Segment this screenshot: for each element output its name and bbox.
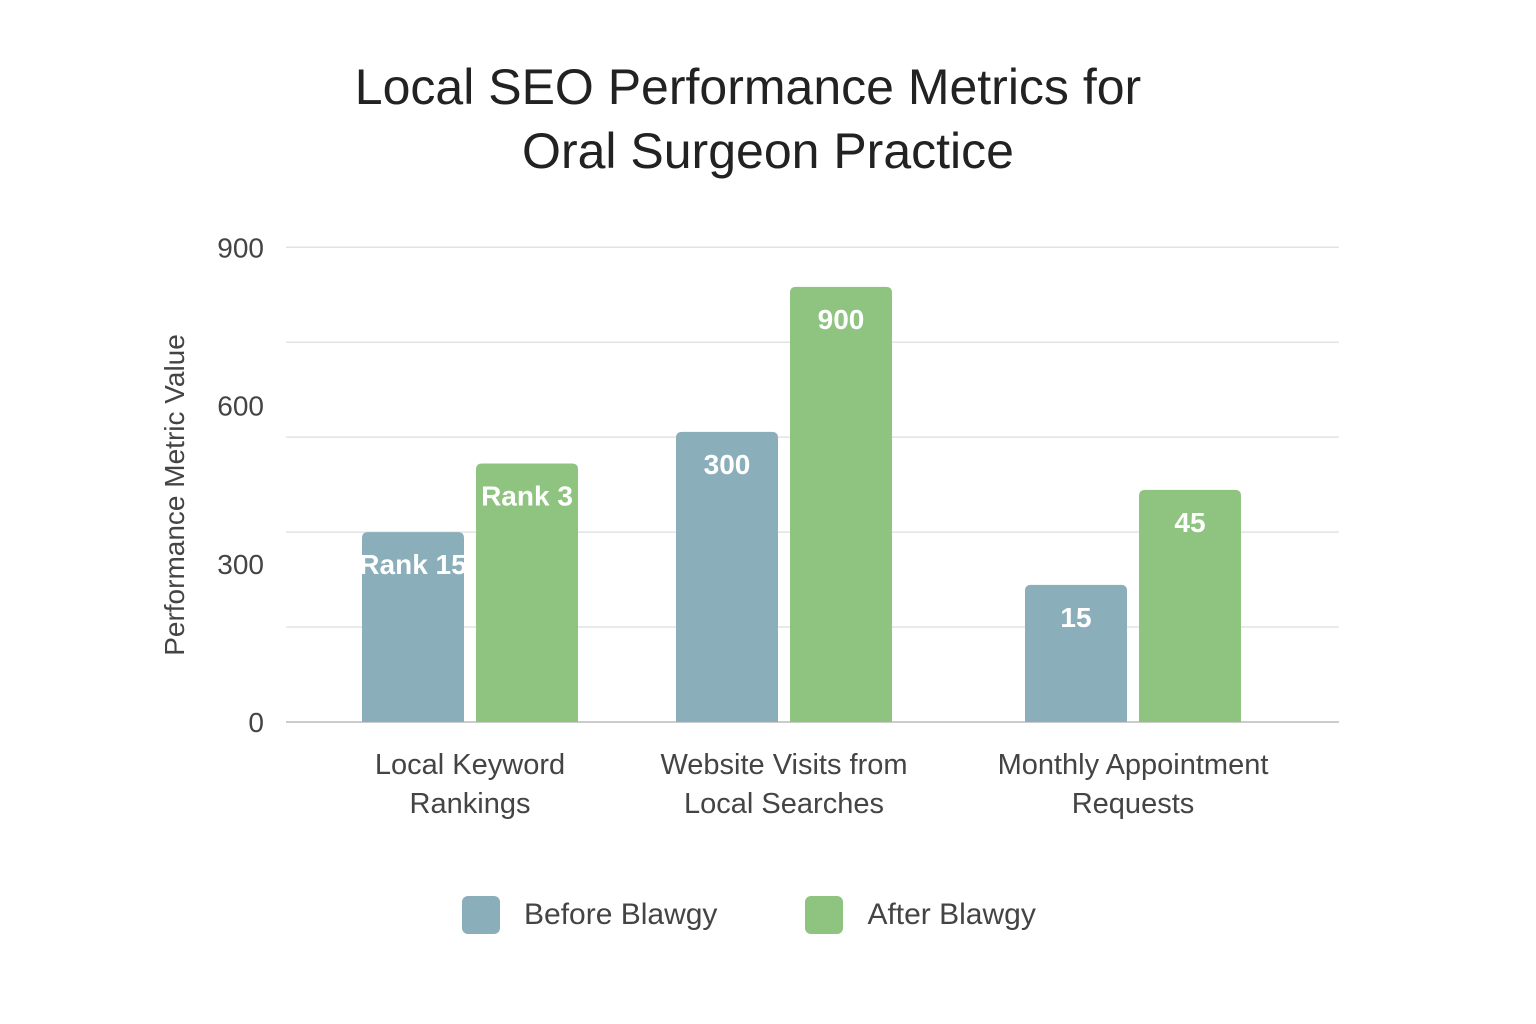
bar-value-label: Rank 3	[481, 481, 573, 512]
category-label: Monthly Appointment	[998, 749, 1269, 781]
legend-item-after: After Blawgy	[805, 895, 1036, 935]
bar-value-label: 45	[1174, 507, 1205, 538]
category-label: Local Searches	[684, 788, 884, 820]
y-tick-label: 900	[217, 232, 264, 263]
y-tick-label: 600	[217, 391, 264, 422]
y-tick-label: 300	[217, 549, 264, 580]
y-axis-label: Performance Metric Value	[159, 334, 190, 656]
category-label: Website Visits from	[660, 749, 907, 781]
legend-label-before: Before Blawgy	[524, 898, 718, 931]
bar-value-label: 15	[1060, 602, 1091, 633]
legend-item-before: Before Blawgy	[462, 895, 717, 935]
legend-label-after: After Blawgy	[867, 898, 1036, 931]
bar-before-2	[1025, 584, 1127, 722]
category-label: Local Keyword	[375, 749, 565, 781]
bar-value-label: Rank 15	[359, 549, 466, 580]
category-label: Rankings	[410, 788, 531, 820]
legend-swatch-after	[805, 896, 844, 934]
bar-after-2	[1139, 489, 1241, 722]
chart-title-line-1: Local SEO Performance Metrics for	[354, 59, 1142, 115]
x-axis-categories: Local Keyword Rankings Website Visits from…	[375, 749, 1269, 820]
bars: Rank 15 Rank 3 300 900 15 45	[359, 286, 1241, 722]
bar-value-label: 300	[704, 449, 751, 480]
bar-before-1	[676, 431, 778, 722]
bar-after-0	[476, 463, 578, 722]
legend-swatch-before	[462, 896, 500, 934]
y-axis-ticks: 0 300 600 900	[217, 232, 264, 738]
y-tick-label: 0	[248, 707, 264, 738]
bar-before-0	[362, 532, 464, 722]
legend: Before Blawgy After Blawgy	[462, 895, 1036, 935]
bar-value-label: 900	[818, 304, 865, 335]
chart-title-line-2: Oral Surgeon Practice	[522, 123, 1014, 179]
category-label: Requests	[1072, 788, 1195, 820]
bar-after-1	[790, 286, 892, 722]
